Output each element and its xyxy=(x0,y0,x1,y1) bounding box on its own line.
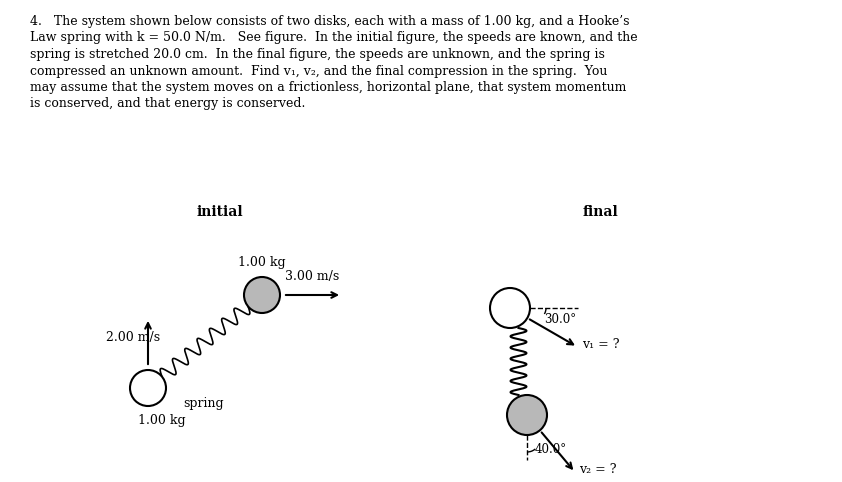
Text: spring: spring xyxy=(183,397,224,410)
Text: final: final xyxy=(582,205,618,219)
Text: 2.00 m/s: 2.00 m/s xyxy=(106,331,160,344)
Text: 30.0°: 30.0° xyxy=(544,313,576,326)
Text: 4.   The system shown below consists of two disks, each with a mass of 1.00 kg, : 4. The system shown below consists of tw… xyxy=(30,15,630,28)
Text: may assume that the system moves on a frictionless, horizontal plane, that syste: may assume that the system moves on a fr… xyxy=(30,81,626,94)
Circle shape xyxy=(490,288,530,328)
Circle shape xyxy=(244,277,280,313)
Text: 40.0°: 40.0° xyxy=(535,443,568,456)
Text: 1.00 kg: 1.00 kg xyxy=(238,256,285,269)
Circle shape xyxy=(507,395,547,435)
Text: v₂ = ?: v₂ = ? xyxy=(579,463,616,476)
Text: v₁ = ?: v₁ = ? xyxy=(582,337,619,350)
Text: 3.00 m/s: 3.00 m/s xyxy=(285,270,339,283)
Text: Law spring with k = 50.0 N/m.   See figure.  In the initial figure, the speeds a: Law spring with k = 50.0 N/m. See figure… xyxy=(30,31,637,44)
Text: is conserved, and that energy is conserved.: is conserved, and that energy is conserv… xyxy=(30,97,306,110)
Text: spring is stretched 20.0 cm.  In the final figure, the speeds are unknown, and t: spring is stretched 20.0 cm. In the fina… xyxy=(30,48,605,61)
Text: initial: initial xyxy=(197,205,243,219)
Text: compressed an unknown amount.  Find v₁, v₂, and the final compression in the spr: compressed an unknown amount. Find v₁, v… xyxy=(30,65,607,78)
Circle shape xyxy=(130,370,166,406)
Text: 1.00 kg: 1.00 kg xyxy=(138,414,185,427)
